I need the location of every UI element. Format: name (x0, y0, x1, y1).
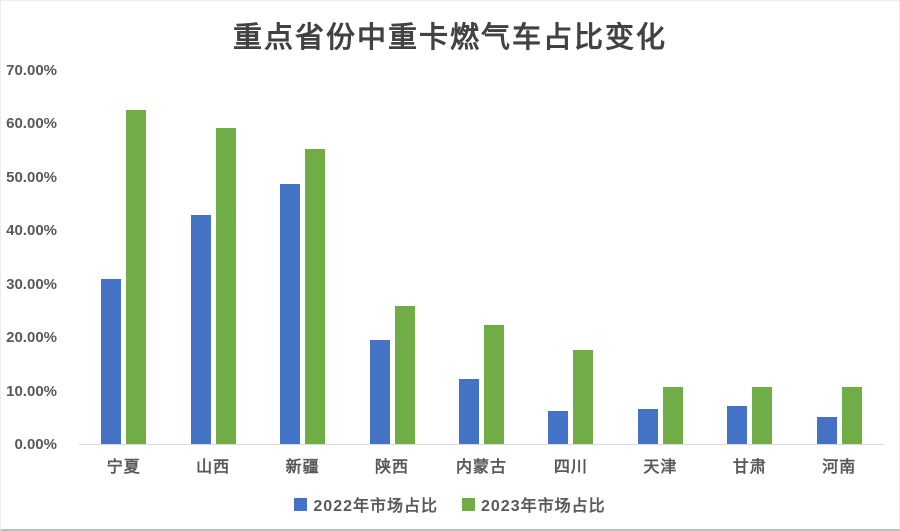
legend-label-2022: 2022年市场占比 (313, 498, 438, 515)
y-axis: 0.00% 10.00% 20.00% 30.00% 40.00% 50.00% 60.00… (1, 63, 59, 453)
bar-series-0 (458, 378, 479, 444)
y-axis-tick: 60.00% (6, 115, 57, 133)
bar-group: 甘肃 (705, 70, 794, 476)
y-axis-tick: 40.00% (6, 222, 57, 240)
x-axis-label: 四川 (553, 459, 588, 476)
bar-series-1 (394, 306, 415, 444)
x-axis-label: 山西 (196, 459, 231, 476)
bar-group: 四川 (526, 70, 615, 476)
bar-group: 宁夏 (79, 70, 168, 476)
x-axis-label: 新疆 (285, 459, 320, 476)
bar-series-1 (305, 148, 326, 444)
x-axis-label: 陕西 (375, 459, 410, 476)
bar-series-0 (548, 411, 569, 444)
legend-item-2022: 2022年市场占比 (294, 492, 438, 516)
bar-series-0 (727, 406, 748, 444)
bar-group: 天津 (616, 70, 705, 476)
x-axis-label: 内蒙古 (455, 459, 507, 476)
bar-series-1 (841, 386, 862, 444)
bar-series-1 (752, 386, 773, 444)
bar-group: 河南 (795, 70, 884, 476)
bar-series-0 (369, 339, 390, 444)
legend-swatch-2023-icon (462, 497, 475, 511)
legend: 2022年市场占比 2023年市场占比 (1, 492, 899, 516)
y-axis-tick: 20.00% (6, 329, 57, 347)
bar-group: 内蒙古 (437, 70, 526, 476)
y-axis-tick: 0.00% (14, 436, 57, 453)
x-axis-label: 河南 (822, 459, 857, 476)
bar-series-1 (662, 387, 683, 444)
bar-group: 陕西 (347, 70, 436, 476)
bar-series-0 (280, 183, 301, 444)
bar-series-1 (573, 350, 594, 444)
y-axis-tick: 70.00% (6, 62, 57, 79)
bar-series-0 (190, 215, 211, 444)
bar-series-0 (101, 278, 122, 444)
y-axis-tick: 30.00% (6, 275, 57, 293)
plot-area: 宁夏 山西 新疆 陕西 内蒙古 四川 天津 甘肃 河南 (79, 70, 884, 476)
legend-item-2023: 2023年市场占比 (462, 492, 606, 516)
legend-swatch-2022-icon (294, 497, 308, 511)
y-axis-tick: 50.00% (6, 168, 57, 186)
x-axis-label: 甘肃 (732, 459, 767, 476)
bar-group: 山西 (168, 70, 257, 476)
bar-series-1 (126, 110, 147, 444)
x-axis-label: 天津 (643, 459, 678, 476)
bar-series-0 (816, 417, 837, 444)
bar-group: 新疆 (258, 70, 347, 476)
legend-label-2023: 2023年市场占比 (481, 498, 606, 515)
x-axis-label: 宁夏 (106, 459, 141, 476)
chart-title: 重点省份中重卡燃气车占比变化 (232, 22, 667, 54)
bar-groups: 宁夏 山西 新疆 陕西 内蒙古 四川 天津 甘肃 河南 (79, 70, 884, 476)
y-axis-tick: 10.00% (6, 382, 57, 400)
bar-series-1 (215, 127, 236, 444)
bar-series-1 (483, 324, 504, 444)
bar-series-0 (637, 408, 658, 444)
